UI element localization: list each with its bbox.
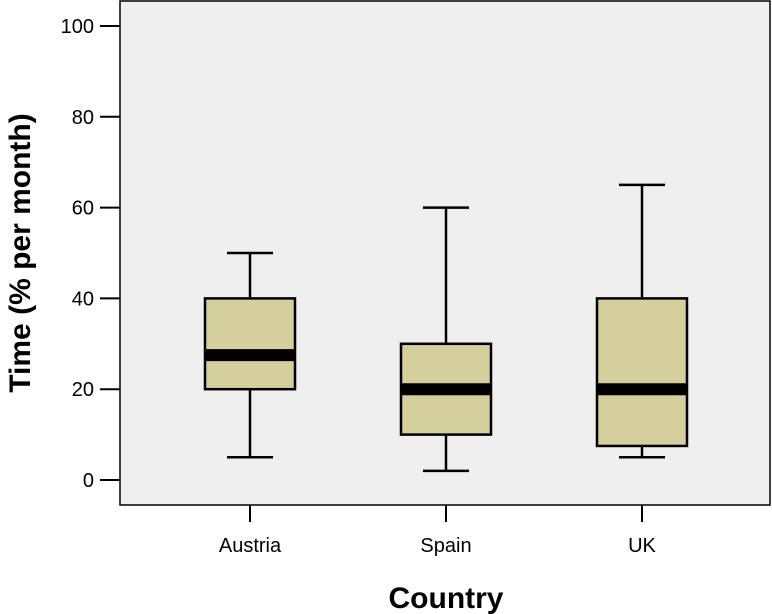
x-tick-label: Spain xyxy=(420,535,471,557)
x-axis: Austria Spain UK xyxy=(219,505,657,557)
box-austria xyxy=(203,251,297,459)
y-axis: 0 20 40 60 80 100 xyxy=(61,16,120,492)
iqr-box xyxy=(203,297,297,391)
y-tick-label: 0 xyxy=(83,470,94,492)
y-tick-label: 20 xyxy=(72,379,94,401)
y-tick-label: 40 xyxy=(72,288,94,310)
y-tick-label: 80 xyxy=(72,107,94,129)
box-spain xyxy=(399,206,493,473)
x-tick-label: Austria xyxy=(219,535,282,557)
boxes xyxy=(203,183,689,473)
y-axis-title: Time (% per month) xyxy=(4,113,37,392)
iqr-box xyxy=(595,297,689,448)
x-tick-label: UK xyxy=(628,535,656,557)
y-tick-label: 60 xyxy=(72,198,94,220)
box-uk xyxy=(595,183,689,459)
x-axis-title: Country xyxy=(389,582,504,614)
y-tick-label: 100 xyxy=(61,16,94,38)
